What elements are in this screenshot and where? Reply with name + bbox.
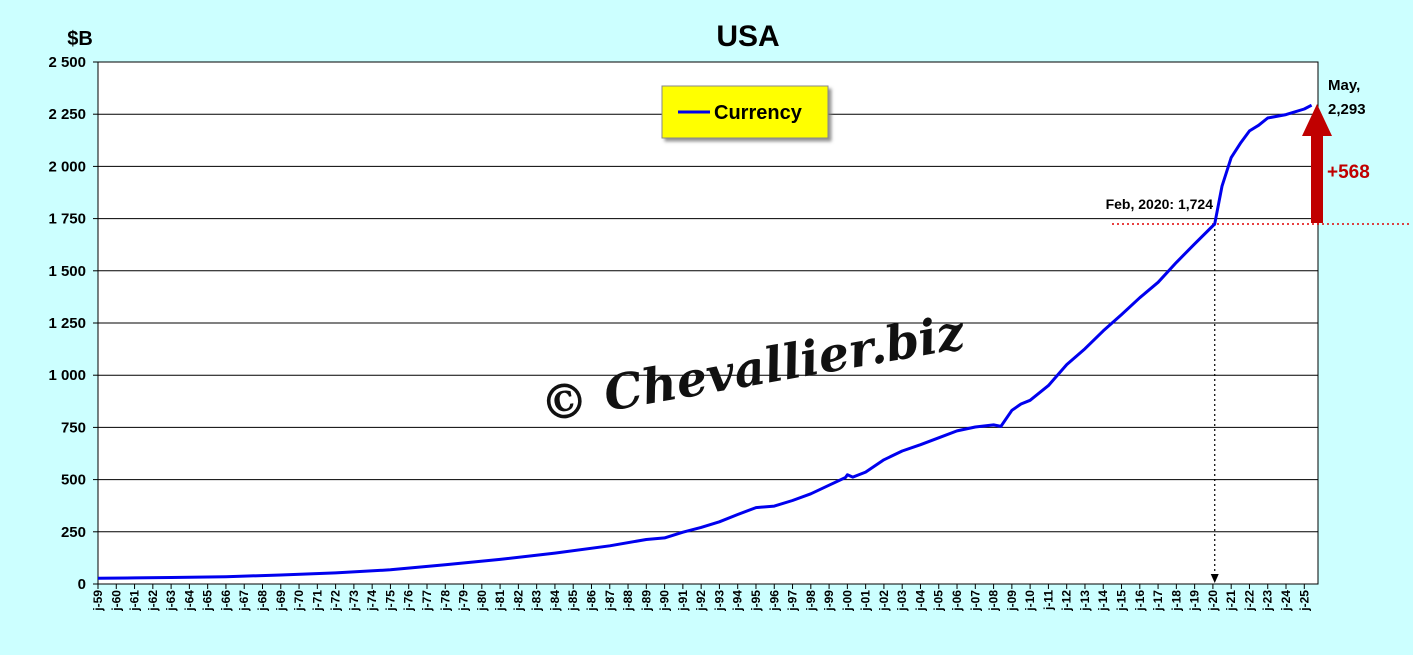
x-tick-label: j-04 — [913, 590, 927, 612]
x-tick-label: j-09 — [1005, 590, 1019, 612]
x-tick-label: j-79 — [457, 590, 471, 612]
y-tick-label: 500 — [61, 472, 86, 489]
x-tick-label: j-86 — [584, 590, 598, 612]
may-annotation-line1: May, — [1328, 77, 1360, 94]
x-tick-label: j-89 — [639, 590, 653, 612]
x-tick-label: j-17 — [1151, 590, 1165, 612]
x-tick-label: j-03 — [895, 590, 909, 612]
x-tick-label: j-78 — [438, 590, 452, 612]
x-tick-label: j-72 — [329, 590, 343, 612]
x-tick-label: j-69 — [274, 590, 288, 612]
x-tick-label: j-64 — [182, 590, 196, 612]
y-axis-ticks: 0 250 500 750 1 000 1 250 1 500 1 750 2 000 2 250… — [48, 54, 98, 593]
x-tick-label: j-05 — [932, 590, 946, 612]
x-tick-label: j-94 — [731, 590, 745, 612]
x-tick-label: j-84 — [548, 590, 562, 612]
x-tick-label: j-76 — [402, 590, 416, 612]
x-tick-label: j-21 — [1224, 590, 1238, 612]
x-tick-label: j-95 — [749, 590, 763, 612]
x-tick-label: j-07 — [968, 590, 982, 612]
x-tick-label: j-71 — [310, 590, 324, 612]
x-tick-label: j-06 — [950, 590, 964, 612]
x-tick-label: j-63 — [164, 590, 178, 612]
y-tick-label: 750 — [61, 419, 86, 436]
x-tick-label: j-96 — [767, 590, 781, 612]
x-tick-label: j-16 — [1133, 590, 1147, 612]
x-tick-label: j-14 — [1096, 590, 1110, 612]
x-tick-label: j-02 — [877, 590, 891, 612]
x-tick-label: j-13 — [1078, 590, 1092, 612]
x-tick-label: j-19 — [1188, 590, 1202, 612]
x-tick-label: j-24 — [1279, 590, 1293, 612]
x-tick-label: j-22 — [1242, 590, 1256, 612]
chart-title: USA — [716, 20, 779, 53]
feb-2020-annotation: Feb, 2020: 1,724 — [1106, 196, 1214, 212]
x-tick-label: j-99 — [822, 590, 836, 612]
y-tick-label: 1 250 — [48, 315, 86, 332]
x-tick-label: j-85 — [566, 590, 580, 612]
y-tick-label: 1 000 — [48, 367, 86, 384]
x-tick-label: j-20 — [1206, 590, 1220, 612]
y-tick-label: 1 750 — [48, 211, 86, 228]
x-tick-label: j-59 — [91, 590, 105, 612]
increase-arrow-shaft — [1311, 135, 1323, 223]
x-tick-label: j-60 — [109, 590, 123, 612]
x-tick-label: j-87 — [603, 590, 617, 612]
x-tick-label: j-82 — [511, 590, 525, 612]
x-tick-label: j-23 — [1261, 590, 1275, 612]
increase-annotation: +568 — [1327, 162, 1370, 183]
x-tick-label: j-01 — [859, 590, 873, 612]
x-tick-label: j-88 — [621, 590, 635, 612]
x-tick-label: j-61 — [128, 590, 142, 612]
y-tick-label: 1 500 — [48, 263, 86, 280]
y-axis-unit-label: $B — [67, 28, 93, 50]
x-tick-label: j-00 — [840, 590, 854, 612]
x-tick-label: j-67 — [237, 590, 251, 612]
y-tick-label: 0 — [78, 576, 86, 593]
y-tick-label: 2 250 — [48, 106, 86, 123]
x-tick-label: j-74 — [365, 590, 379, 612]
x-tick-label: j-68 — [255, 590, 269, 612]
x-tick-label: j-62 — [146, 590, 160, 612]
increase-arrow — [1302, 104, 1332, 223]
x-tick-label: j-92 — [694, 590, 708, 612]
x-tick-label: j-66 — [219, 590, 233, 612]
x-tick-label: j-70 — [292, 590, 306, 612]
x-tick-label: j-75 — [383, 590, 397, 612]
x-tick-label: j-08 — [987, 590, 1001, 612]
increase-arrow-head — [1302, 104, 1332, 136]
x-tick-label: j-11 — [1041, 590, 1055, 611]
x-tick-label: j-15 — [1115, 590, 1129, 612]
series-line-currency — [97, 103, 1313, 580]
may-annotation-line2: 2,293 — [1328, 101, 1366, 118]
x-tick-label: j-10 — [1023, 590, 1037, 612]
legend-label: Currency — [714, 102, 803, 124]
x-axis-ticks: j-59 j-60 j-61 j-62 j-63 j-64 j-65 j-66 j-67 j-68… — [91, 584, 1311, 612]
feb-2020-drop-arrowhead — [1210, 574, 1219, 583]
x-tick-label: j-90 — [658, 590, 672, 612]
x-tick-label: j-77 — [420, 590, 434, 612]
x-tick-label: j-73 — [347, 590, 361, 612]
x-tick-label: j-65 — [201, 590, 215, 612]
x-tick-label: j-93 — [712, 590, 726, 612]
x-tick-label: j-18 — [1169, 590, 1183, 612]
x-tick-label: j-81 — [493, 590, 507, 612]
x-tick-label: j-80 — [475, 590, 489, 612]
x-tick-label: j-98 — [804, 590, 818, 612]
y-tick-label: 2 500 — [48, 54, 86, 71]
x-tick-label: j-12 — [1060, 590, 1074, 612]
x-tick-label: j-25 — [1297, 590, 1311, 612]
x-tick-label: j-97 — [786, 590, 800, 612]
x-tick-label: j-91 — [676, 590, 690, 612]
x-tick-label: j-83 — [530, 590, 544, 612]
y-tick-label: 250 — [61, 524, 86, 541]
y-tick-label: 2 000 — [48, 158, 86, 175]
